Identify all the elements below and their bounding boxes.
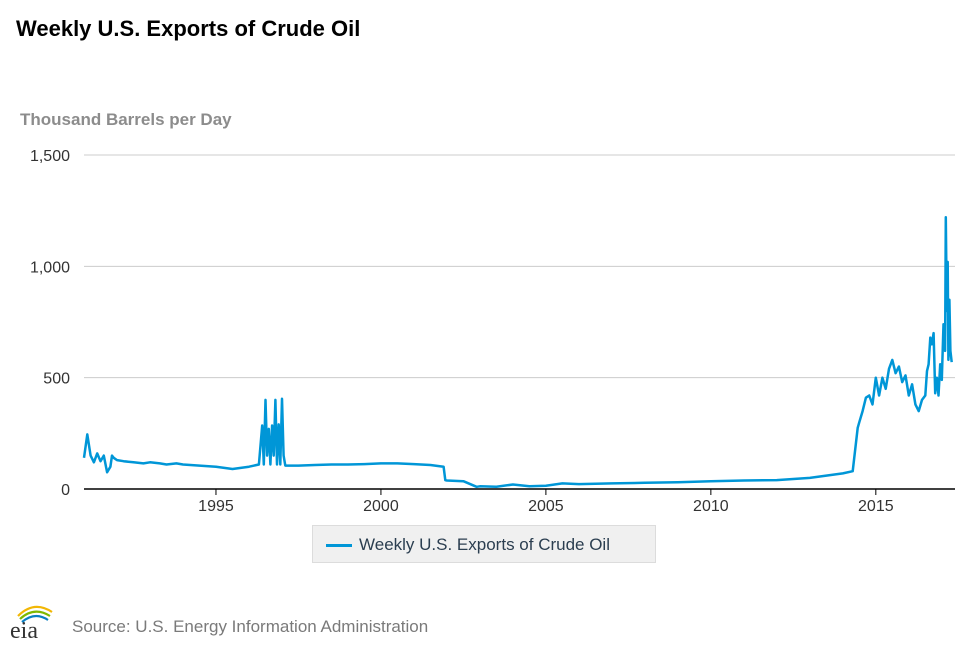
y-tick-labels: 0 500 1,000 1,500 bbox=[30, 148, 70, 499]
logo-wordmark: eia bbox=[10, 618, 38, 642]
y-tick-label: 1,500 bbox=[30, 148, 70, 165]
x-tick-label: 2010 bbox=[693, 498, 729, 515]
source-note: Source: U.S. Energy Information Administ… bbox=[72, 617, 429, 636]
series-line bbox=[82, 216, 953, 489]
y-tick-label: 1,000 bbox=[30, 259, 70, 276]
x-tick-label: 2015 bbox=[858, 498, 894, 515]
y-axis-title: Thousand Barrels per Day bbox=[20, 110, 232, 129]
x-tick-labels: 1995 2000 2005 2010 2015 bbox=[198, 489, 894, 515]
y-tick-label: 0 bbox=[61, 482, 70, 499]
y-tick-label: 500 bbox=[43, 371, 70, 388]
line-chart: 0 500 1,000 1,500 1995 2000 2005 2010 2015 bbox=[30, 148, 955, 515]
eia-logo: eia bbox=[10, 605, 53, 642]
chart-title: Weekly U.S. Exports of Crude Oil bbox=[16, 16, 361, 41]
series-layer bbox=[82, 216, 953, 489]
legend[interactable]: Weekly U.S. Exports of Crude Oil bbox=[312, 525, 656, 563]
x-tick-label: 2005 bbox=[528, 498, 564, 515]
legend-label: Weekly U.S. Exports of Crude Oil bbox=[359, 535, 610, 554]
legend-swatch bbox=[326, 544, 352, 547]
x-tick-label: 1995 bbox=[198, 498, 234, 515]
x-tick-label: 2000 bbox=[363, 498, 399, 515]
gridlines bbox=[84, 154, 955, 379]
